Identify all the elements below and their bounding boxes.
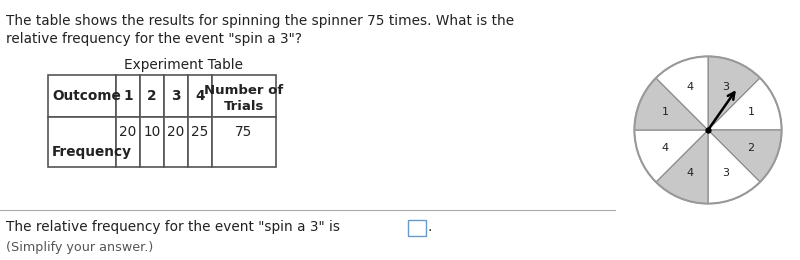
Bar bbox=[164, 117, 188, 167]
Text: 2: 2 bbox=[147, 89, 157, 103]
Text: 3: 3 bbox=[722, 168, 730, 178]
Text: relative frequency for the event "spin a 3"?: relative frequency for the event "spin a… bbox=[6, 32, 302, 46]
Wedge shape bbox=[634, 130, 708, 182]
Bar bbox=[164, 75, 188, 117]
Text: Experiment Table: Experiment Table bbox=[125, 58, 243, 72]
Bar bbox=[140, 117, 164, 167]
Text: 3: 3 bbox=[722, 82, 730, 92]
Bar bbox=[116, 117, 140, 167]
Wedge shape bbox=[656, 56, 708, 130]
Text: 4: 4 bbox=[195, 89, 205, 103]
Wedge shape bbox=[634, 78, 708, 130]
Bar bbox=[48, 117, 116, 167]
Text: 75: 75 bbox=[235, 125, 253, 139]
Text: 1: 1 bbox=[747, 107, 754, 117]
Text: 20: 20 bbox=[167, 125, 185, 139]
Wedge shape bbox=[656, 130, 708, 204]
Text: .: . bbox=[427, 220, 431, 234]
Text: Outcome: Outcome bbox=[52, 89, 121, 103]
Text: 2: 2 bbox=[747, 143, 754, 153]
Bar bbox=[212, 75, 276, 117]
Bar bbox=[140, 75, 164, 117]
Text: 10: 10 bbox=[143, 125, 161, 139]
Text: 20: 20 bbox=[119, 125, 137, 139]
Text: Number of: Number of bbox=[204, 83, 284, 96]
Wedge shape bbox=[708, 130, 782, 182]
Bar bbox=[48, 75, 116, 117]
Text: Trials: Trials bbox=[224, 100, 264, 113]
Text: The relative frequency for the event "spin a 3" is: The relative frequency for the event "sp… bbox=[6, 220, 341, 234]
Text: 25: 25 bbox=[191, 125, 209, 139]
Bar bbox=[212, 117, 276, 167]
Wedge shape bbox=[708, 78, 782, 130]
Bar bbox=[408, 220, 426, 236]
Text: 4: 4 bbox=[686, 82, 694, 92]
Bar bbox=[188, 75, 212, 117]
Text: The table shows the results for spinning the spinner 75 times. What is the: The table shows the results for spinning… bbox=[6, 14, 514, 28]
Bar bbox=[188, 117, 212, 167]
Text: 1: 1 bbox=[662, 107, 669, 117]
Text: 1: 1 bbox=[123, 89, 133, 103]
Text: (Simplify your answer.): (Simplify your answer.) bbox=[6, 241, 154, 254]
Text: Frequency: Frequency bbox=[52, 145, 132, 159]
Text: 4: 4 bbox=[686, 168, 694, 178]
Text: 4: 4 bbox=[662, 143, 669, 153]
Wedge shape bbox=[708, 130, 760, 204]
Wedge shape bbox=[708, 56, 760, 130]
Bar bbox=[116, 75, 140, 117]
Text: 3: 3 bbox=[171, 89, 181, 103]
